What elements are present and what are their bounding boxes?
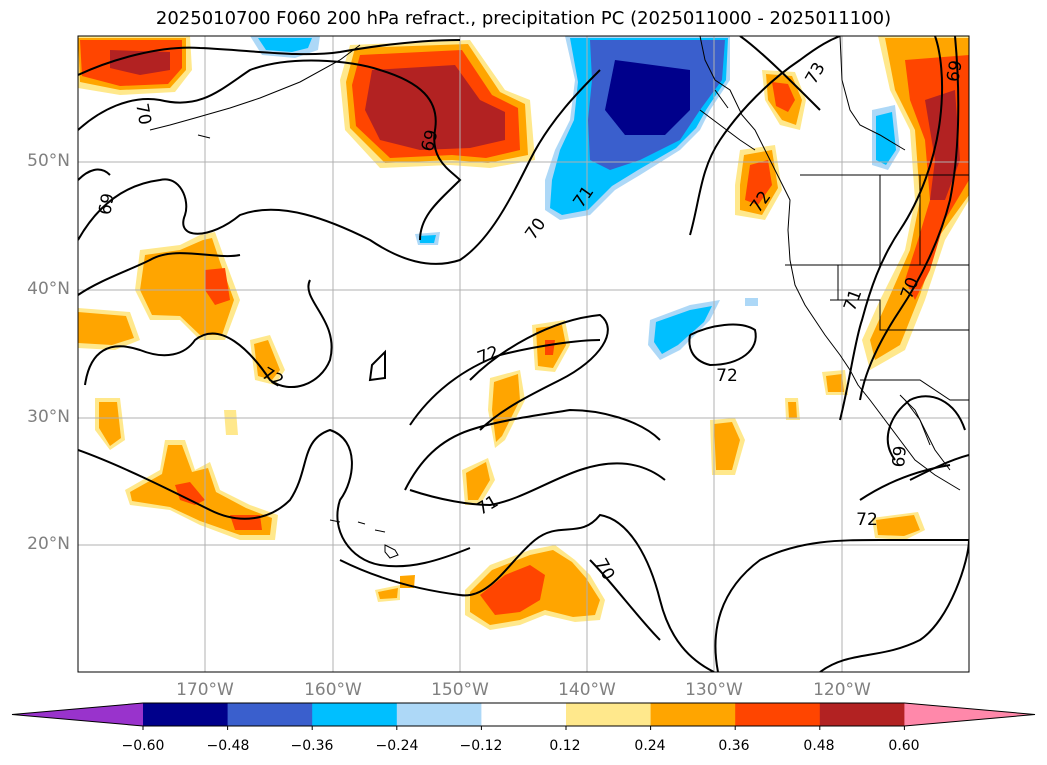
colorbar-tick-label: −0.48 bbox=[206, 738, 250, 754]
colorbar-tick-label: −0.12 bbox=[459, 738, 503, 754]
precip-negative-anomalies bbox=[250, 36, 900, 360]
lat-label: 40°N bbox=[27, 279, 70, 299]
colorbar-swatch bbox=[481, 703, 567, 726]
map-title: 2025010700 F060 200 hPa refract., precip… bbox=[155, 8, 892, 29]
colorbar-swatch bbox=[312, 703, 398, 726]
colorbar-swatch bbox=[227, 703, 313, 726]
colorbar-swatch bbox=[396, 703, 482, 726]
colorbar-tick-label: −0.24 bbox=[375, 738, 419, 754]
colorbar-tick-label: 0.60 bbox=[888, 738, 920, 754]
colorbar-extend-high bbox=[904, 703, 1035, 726]
contour-label: 72 bbox=[856, 510, 878, 530]
contour-label: 69 bbox=[889, 445, 911, 468]
lat-label: 20°N bbox=[27, 534, 70, 554]
lon-label: 150°W bbox=[431, 680, 489, 700]
contour-label: 72 bbox=[716, 366, 738, 386]
lat-label: 30°N bbox=[27, 407, 70, 427]
colorbar-tick-label: −0.36 bbox=[290, 738, 334, 754]
lon-label: 160°W bbox=[304, 680, 362, 700]
colorbar-tick-label: 0.48 bbox=[803, 738, 835, 754]
colorbar-extend-low bbox=[12, 703, 143, 726]
map-frame bbox=[77, 35, 970, 673]
refractivity-contours bbox=[78, 36, 969, 672]
coastlines bbox=[149, 36, 969, 559]
colorbar-tick-label: 0.12 bbox=[549, 738, 581, 754]
colorbar-swatch bbox=[650, 703, 736, 726]
colorbar-swatch bbox=[566, 703, 652, 726]
lat-label: 50°N bbox=[27, 151, 70, 171]
lon-label: 170°W bbox=[176, 680, 234, 700]
map-layer: 70 69 69 71 70 73 72 69 72 72 72 71 70 7… bbox=[78, 36, 969, 672]
colorbar-swatch bbox=[819, 703, 905, 726]
lon-label: 120°W bbox=[813, 680, 871, 700]
colorbar-swatch bbox=[143, 703, 229, 726]
colorbar-tick-label: −0.60 bbox=[121, 738, 165, 754]
colorbar-tick-label: 0.36 bbox=[718, 738, 750, 754]
colorbar bbox=[11, 702, 1036, 730]
lon-label: 140°W bbox=[558, 680, 616, 700]
lon-label: 130°W bbox=[685, 680, 743, 700]
colorbar-tick-label: 0.24 bbox=[634, 738, 666, 754]
contour-label: 69 bbox=[95, 192, 118, 217]
contour-label: 70 bbox=[131, 102, 154, 127]
contour-label: 69 bbox=[943, 59, 966, 84]
colorbar-swatch bbox=[735, 703, 821, 726]
